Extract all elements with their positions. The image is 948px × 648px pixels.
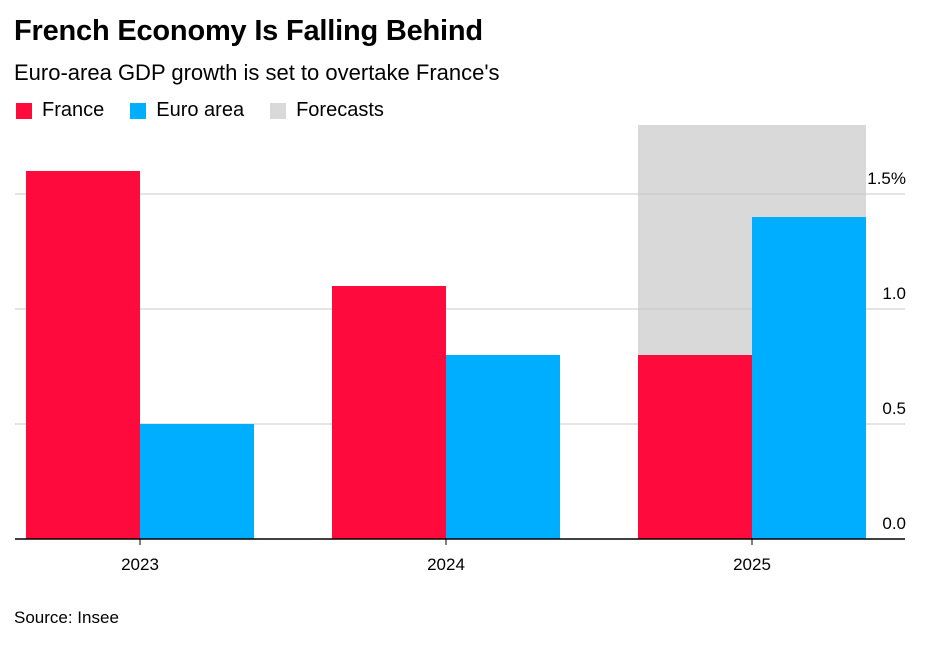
y-tick-label-1-5: 1.5% <box>867 169 906 188</box>
legend: France Euro area Forecasts <box>16 99 410 122</box>
bar-euro-area-2025 <box>752 217 866 539</box>
x-tick-label-2024: 2024 <box>427 555 465 574</box>
y-tick-label-0: 0.0 <box>882 514 906 533</box>
bar-france-2023 <box>26 171 140 539</box>
bar-france-2024 <box>332 286 446 539</box>
legend-item-france: France <box>16 99 104 122</box>
legend-swatch-forecasts <box>270 102 287 119</box>
source-note: Source: Insee <box>14 608 119 627</box>
legend-label-forecasts: Forecasts <box>296 99 384 121</box>
chart-subtitle: Euro-area GDP growth is set to overtake … <box>14 60 500 85</box>
bar-france-2025 <box>638 355 752 539</box>
legend-label-euro-area: Euro area <box>156 99 245 121</box>
bar-euro-area-2024 <box>446 355 560 539</box>
y-tick-label-0-5: 0.5 <box>882 399 906 418</box>
legend-item-euro-area: Euro area <box>130 99 244 122</box>
bar-euro-area-2023 <box>140 424 254 539</box>
legend-swatch-euro-area <box>130 102 147 119</box>
chart-title: French Economy Is Falling Behind <box>14 15 483 47</box>
legend-label-france: France <box>42 99 105 121</box>
x-tick-label-2025: 2025 <box>733 555 771 574</box>
x-tick-label-2023: 2023 <box>121 555 159 574</box>
legend-item-forecasts: Forecasts <box>270 99 384 122</box>
legend-swatch-france <box>16 102 32 119</box>
y-tick-label-1: 1.0 <box>882 284 906 303</box>
